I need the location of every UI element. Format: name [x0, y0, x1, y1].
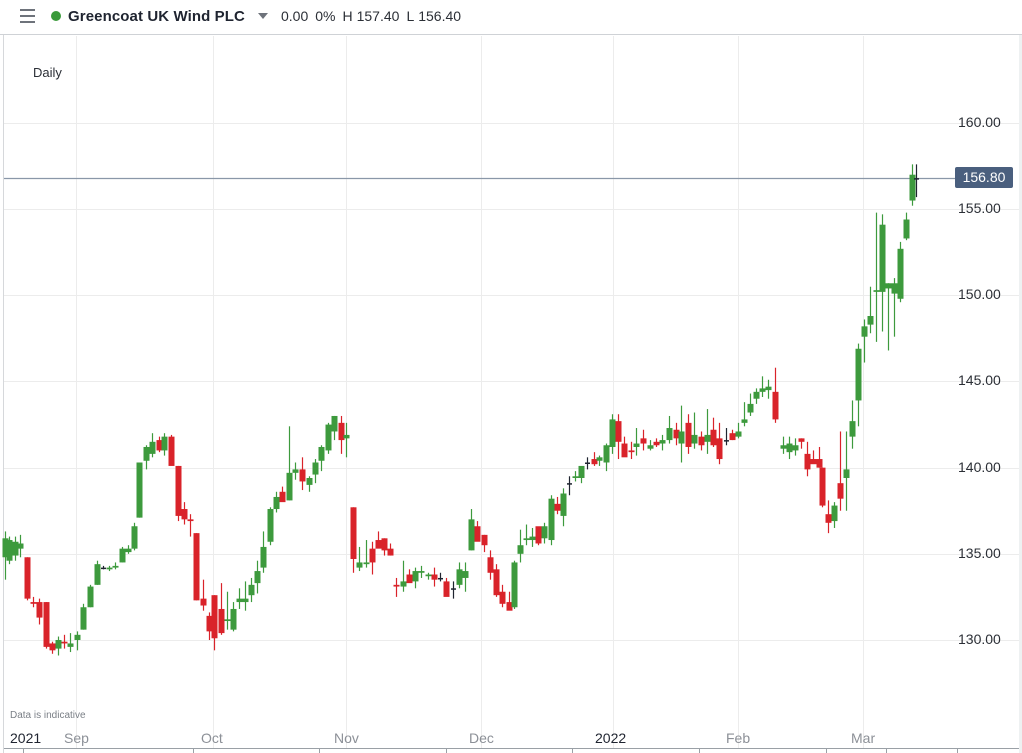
price-axis-label: 145.00 — [958, 372, 1001, 389]
market-status-dot — [51, 11, 61, 21]
price-axis-label: 130.00 — [958, 630, 1001, 647]
interval-label[interactable]: Daily — [33, 65, 62, 80]
time-axis-label: Feb — [726, 730, 751, 746]
price-axis-label: 155.00 — [958, 200, 1001, 217]
time-axis-label: 2021 — [10, 730, 42, 746]
time-axis-tick — [699, 748, 700, 753]
scrollbar[interactable] — [1019, 35, 1022, 753]
time-axis-label: Sep — [64, 730, 89, 746]
time-axis-tick — [572, 748, 573, 753]
low-value: L 156.40 — [406, 8, 462, 24]
time-axis-tick — [446, 748, 447, 753]
time-axis-tick — [826, 748, 827, 753]
time-axis-tick — [23, 748, 24, 753]
time-axis-label: Nov — [334, 730, 359, 746]
time-axis-tick — [886, 748, 887, 753]
data-disclaimer: Data is indicative — [10, 710, 86, 721]
quote-summary: 0.00 0% H 157.40 L 156.40 — [281, 8, 468, 24]
price-axis-label: 140.00 — [958, 458, 1001, 475]
instrument-title[interactable]: Greencoat UK Wind PLC — [68, 8, 245, 25]
time-axis-label: Mar — [851, 730, 876, 746]
time-axis-tick — [957, 748, 958, 753]
price-change: 0.00 — [281, 8, 309, 24]
time-axis-tick — [193, 748, 194, 753]
hamburger-menu-icon[interactable] — [20, 9, 35, 23]
time-axis-label: 2022 — [595, 730, 627, 746]
time-axis-tick — [319, 748, 320, 753]
time-axis-label: Dec — [469, 730, 494, 746]
current-price-tag: 156.80 — [955, 167, 1013, 188]
price-axis-label: 135.00 — [958, 544, 1001, 561]
high-value: H 157.40 — [342, 8, 400, 24]
chart-left-border — [3, 35, 4, 753]
chevron-down-icon[interactable] — [258, 13, 268, 19]
time-axis-label: Oct — [201, 730, 223, 746]
time-axis-line — [4, 748, 1019, 749]
price-change-pct: 0% — [315, 8, 336, 24]
chart-header: Greencoat UK Wind PLC 0.00 0% H 157.40 L 156.… — [0, 0, 1022, 35]
price-axis-label: 150.00 — [958, 286, 1001, 303]
price-axis-label: 160.00 — [958, 114, 1001, 130]
